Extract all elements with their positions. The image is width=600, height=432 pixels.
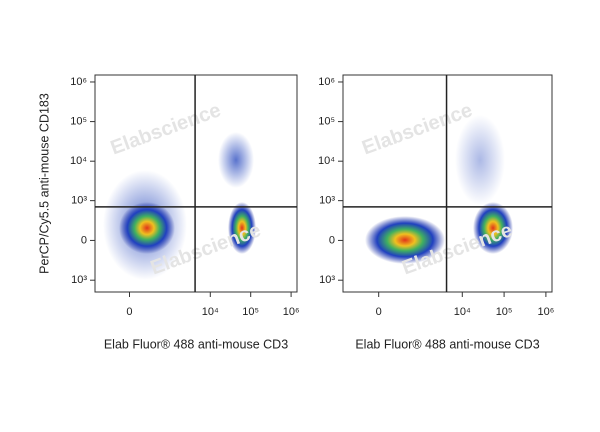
y-tick-label: 0 <box>81 234 87 246</box>
x-axis-label: Elab Fluor® 488 anti-mouse CD3 <box>355 337 539 351</box>
x-tick-label: 0 <box>376 306 382 318</box>
watermark: Elabscience <box>108 99 224 159</box>
x-tick-label: 10⁴ <box>202 306 219 318</box>
y-tick-label: 10⁴ <box>318 155 335 167</box>
x-tick-label: 0 <box>126 306 132 318</box>
y-tick-label: 10⁶ <box>318 76 335 88</box>
plot-frame <box>94 74 298 293</box>
y-tick-label: 10³ <box>319 274 335 286</box>
y-tick-label: 10³ <box>71 274 87 286</box>
x-tick-label: 10⁶ <box>538 306 555 318</box>
y-tick-label: 10⁵ <box>70 115 87 127</box>
density-cloud <box>103 115 513 280</box>
x-axis-label: Elab Fluor® 488 anti-mouse CD3 <box>104 337 288 351</box>
x-tick-label: 10⁶ <box>283 306 300 318</box>
y-tick-label: 10⁵ <box>318 115 335 127</box>
y-axis-label: PerCP/Cy5.5 anti-mouse CD183 <box>37 93 51 274</box>
x-tick-label: 10⁴ <box>454 306 471 318</box>
x-tick-label: 10⁵ <box>496 306 513 318</box>
y-tick-label: 10³ <box>319 195 335 207</box>
plot-frame <box>342 74 553 293</box>
y-tick-label: 10³ <box>71 195 87 207</box>
y-tick-label: 10⁴ <box>70 155 87 167</box>
y-tick-label: 10⁶ <box>70 76 87 88</box>
y-tick-label: 0 <box>329 234 335 246</box>
x-tick-label: 10⁵ <box>242 306 259 318</box>
